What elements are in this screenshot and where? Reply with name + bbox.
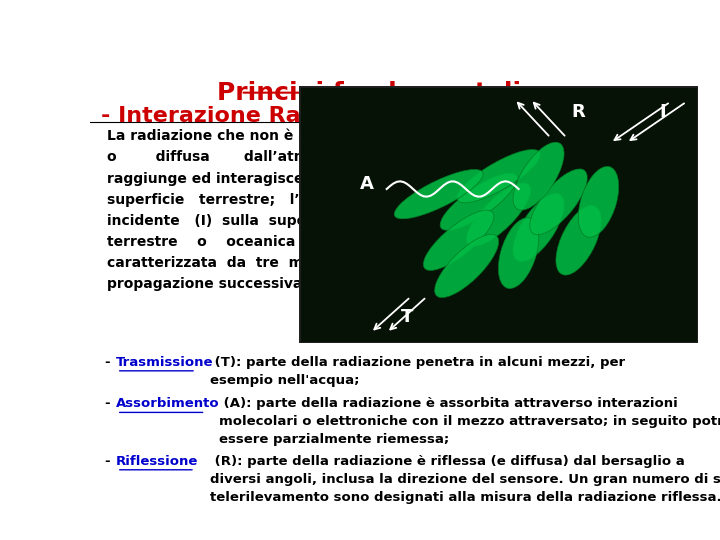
Text: -: - xyxy=(104,397,109,410)
Ellipse shape xyxy=(423,210,494,271)
Text: -: - xyxy=(104,455,109,468)
Ellipse shape xyxy=(556,206,601,275)
Text: R: R xyxy=(572,103,585,121)
Ellipse shape xyxy=(578,166,618,237)
Text: (A): parte della radiazione è assorbita attraverso interazioni
molecolari o elet: (A): parte della radiazione è assorbita … xyxy=(220,397,720,447)
Text: Principi fondamentali: Principi fondamentali xyxy=(217,82,521,105)
Text: -: - xyxy=(104,356,109,369)
Text: (R): parte della radiazione è riflessa (e diffusa) dal bersaglio a
diversi angol: (R): parte della radiazione è riflessa (… xyxy=(210,455,720,504)
Text: Assorbimento: Assorbimento xyxy=(116,397,220,410)
Text: Riflessione: Riflessione xyxy=(116,455,199,468)
Ellipse shape xyxy=(467,183,531,246)
Ellipse shape xyxy=(457,150,540,203)
Text: I: I xyxy=(659,103,666,121)
Text: - Interazione Radiazione-Bersaglio: - Interazione Radiazione-Bersaglio xyxy=(101,106,534,126)
Ellipse shape xyxy=(513,142,564,210)
Text: (T): parte della radiazione penetra in alcuni mezzi, per
esempio nell'acqua;: (T): parte della radiazione penetra in a… xyxy=(210,356,625,387)
Ellipse shape xyxy=(498,218,539,288)
Ellipse shape xyxy=(395,170,483,219)
Text: A: A xyxy=(360,175,374,193)
Ellipse shape xyxy=(530,169,588,235)
Text: T: T xyxy=(400,308,413,326)
Text: La radiazione che non è assorbita
o        diffusa       dall’atmosfera
raggiung: La radiazione che non è assorbita o diff… xyxy=(107,129,371,291)
Ellipse shape xyxy=(435,234,499,298)
Ellipse shape xyxy=(440,173,517,231)
Text: Trasmissione: Trasmissione xyxy=(116,356,214,369)
Ellipse shape xyxy=(513,193,564,261)
